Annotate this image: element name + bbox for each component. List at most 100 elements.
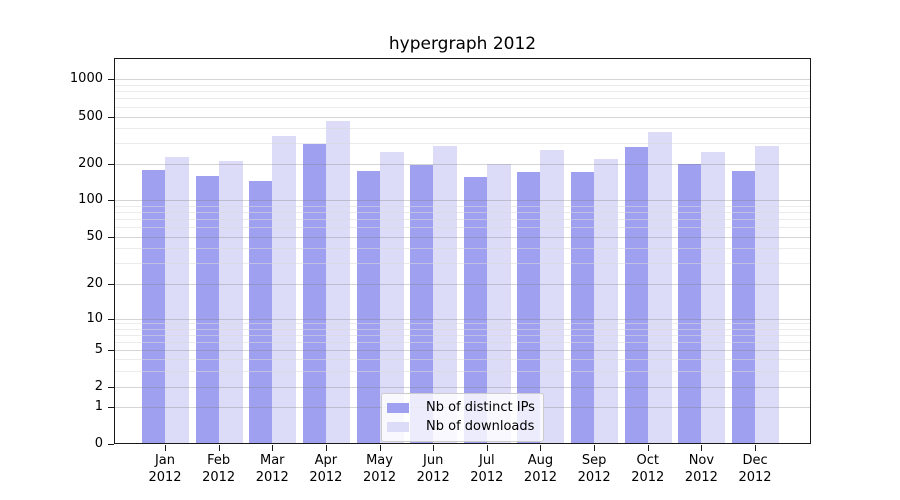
bar-downloads-nov [701,152,726,443]
x-tick-label-jan: Jan 2012 [148,453,182,485]
y-tick-label: 20 [86,275,103,291]
minor-gridline [114,262,811,264]
legend-item-distinct-ips: Nb of distinct IPs [387,398,537,417]
minor-gridline [114,128,811,130]
y-tick-label: 0 [94,436,103,451]
y-tick-label: 10 [86,310,103,326]
y-tick-label: 200 [78,156,103,171]
y-tick-label: 500 [78,108,103,124]
x-tick-mark [594,445,596,451]
major-gridline [114,318,811,320]
bar-downloads-dec [755,145,780,443]
minor-gridline [114,98,811,100]
bar-distinct-ips-aug [517,171,541,443]
x-tick-mark [218,445,220,451]
x-tick-label-sep: Sep 2012 [577,453,611,485]
x-tick-label-may: May 2012 [363,453,397,485]
minor-gridline [114,370,811,372]
bar-distinct-ips-feb [195,175,219,443]
x-tick-mark [272,445,274,451]
minor-gridline [114,91,811,93]
x-tick-label-oct: Oct 2012 [631,453,665,485]
bar-downloads-jan [165,156,189,443]
y-tick-label: 2 [94,379,103,394]
minor-gridline [114,248,811,250]
minor-gridline [114,334,811,336]
x-tick-label-dec: Dec 2012 [738,453,772,485]
bar-downloads-aug [540,150,565,443]
y-tick-mark [108,283,114,285]
major-gridline [114,350,811,351]
major-gridline [114,79,811,80]
minor-gridline [114,106,811,108]
legend-swatch-distinct-ips [387,402,409,413]
minor-gridline [114,212,811,214]
bar-downloads-mar [272,135,297,443]
bar-distinct-ips-may [356,170,380,443]
x-tick-label-nov: Nov 2012 [684,453,718,485]
x-tick-mark [755,445,757,451]
major-gridline [114,283,811,285]
x-tick-mark [165,445,166,451]
legend: Nb of distinct IPs Nb of downloads [381,393,544,442]
bar-distinct-ips-oct [624,147,648,443]
minor-gridline [114,323,811,325]
minor-gridline [114,359,811,360]
bar-distinct-ips-apr [302,143,326,443]
x-tick-label-jun: Jun 2012 [416,453,450,485]
major-gridline [114,237,811,238]
x-tick-mark [701,445,703,451]
minor-gridline [114,219,811,221]
legend-item-downloads: Nb of downloads [387,417,537,436]
y-tick-label: 1000 [69,71,103,86]
y-tick-mark [108,237,114,238]
major-gridline [114,387,811,388]
bar-distinct-ips-jun [410,165,434,443]
y-tick-mark [108,116,114,118]
y-tick-mark [108,164,114,165]
y-tick-mark [108,444,114,445]
legend-swatch-downloads [387,421,409,432]
y-tick-mark [108,387,114,388]
y-tick-mark [108,350,114,351]
x-tick-mark [486,445,488,451]
bar-distinct-ips-dec [732,170,756,443]
y-tick-mark [108,79,114,80]
bar-distinct-ips-jul [463,177,487,443]
x-tick-label-apr: Apr 2012 [309,453,343,485]
bar-distinct-ips-jan [142,169,165,443]
bar-distinct-ips-nov [678,164,702,443]
y-tick-mark [108,200,114,202]
legend-label-distinct-ips: Nb of distinct IPs [426,400,535,415]
x-tick-mark [325,445,327,451]
x-tick-mark [540,445,542,451]
minor-gridline [114,227,811,229]
y-tick-label: 100 [78,192,103,208]
x-tick-mark [647,445,649,451]
minor-gridline [114,328,811,330]
major-gridline [114,164,811,165]
x-tick-label-jul: Jul 2012 [470,453,504,485]
x-tick-mark [433,445,435,451]
bar-distinct-ips-mar [249,180,273,443]
bar-downloads-apr [325,120,350,443]
bar-downloads-oct [647,131,672,443]
plot-area [114,58,811,444]
minor-gridline [114,341,811,343]
minor-gridline [114,84,811,86]
x-tick-mark [379,445,381,451]
chart-title: hypergraph 2012 [388,34,537,54]
bar-downloads-feb [218,161,243,443]
major-gridline [114,116,811,118]
x-tick-label-mar: Mar 2012 [255,453,289,485]
legend-label-downloads: Nb of downloads [426,419,535,434]
y-tick-mark [108,407,114,408]
minor-gridline [114,205,811,207]
major-gridline [114,200,811,202]
x-tick-label-feb: Feb 2012 [202,453,236,485]
y-tick-label: 5 [94,342,103,357]
y-tick-label: 1 [94,399,103,414]
x-tick-label-aug: Aug 2012 [523,453,558,485]
bar-distinct-ips-sep [571,171,595,443]
